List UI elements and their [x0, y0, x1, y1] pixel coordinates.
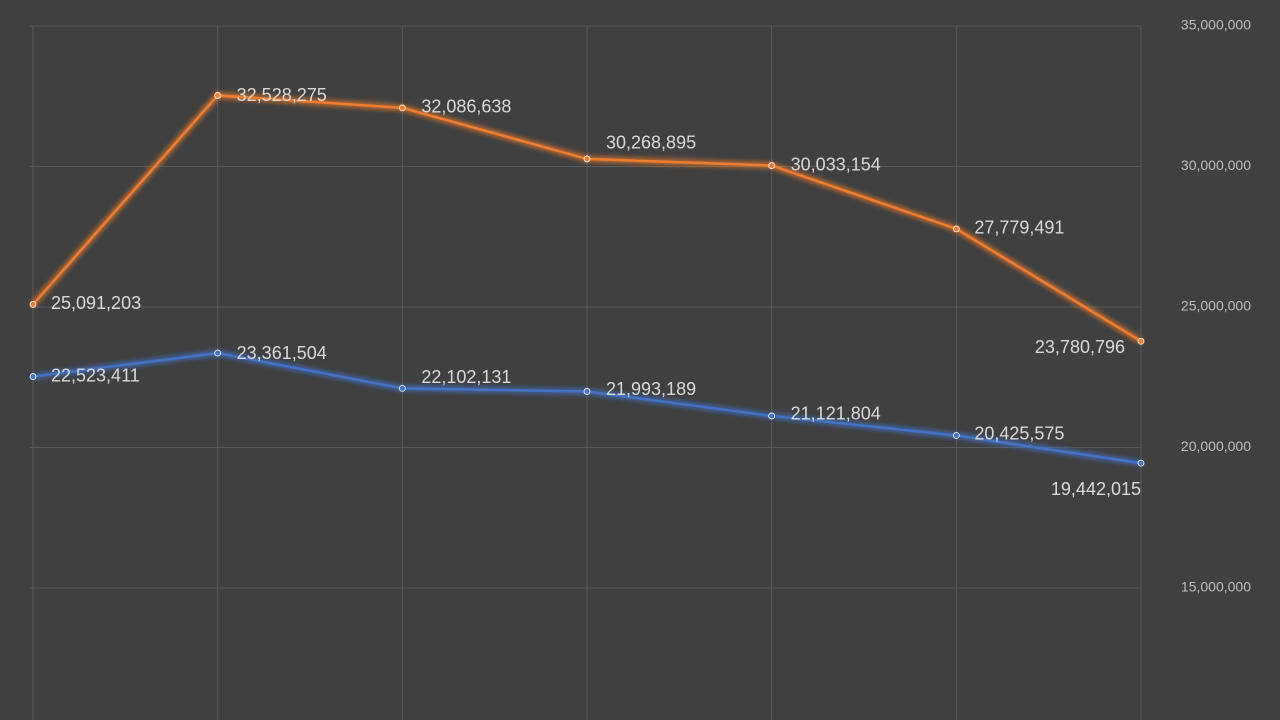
- data-label: 25,091,203: [51, 293, 141, 313]
- data-label: 19,442,015: [1051, 479, 1141, 499]
- data-label: 30,268,895: [606, 133, 696, 153]
- data-point: [29, 373, 37, 380]
- data-label: 30,033,154: [791, 154, 881, 174]
- data-label: 32,086,638: [421, 97, 511, 117]
- data-point: [583, 388, 591, 395]
- data-point: [1137, 459, 1145, 467]
- data-point: [214, 92, 222, 99]
- data-point: [214, 349, 222, 357]
- data-point: [1137, 337, 1145, 345]
- data-label: 27,779,491: [974, 218, 1064, 238]
- data-point: [952, 225, 960, 233]
- data-point: [768, 162, 776, 169]
- data-point: [398, 104, 406, 112]
- data-label: 21,121,804: [791, 404, 881, 424]
- data-point: [398, 384, 406, 392]
- data-label: 32,528,275: [237, 85, 327, 105]
- y-tick-label: 25,000,000: [1181, 298, 1251, 314]
- data-label: 20,425,575: [974, 423, 1064, 443]
- data-label: 23,780,796: [1035, 337, 1125, 357]
- y-tick-label: 15,000,000: [1181, 579, 1251, 595]
- data-point: [768, 412, 776, 420]
- y-tick-label: 35,000,000: [1181, 17, 1251, 33]
- y-tick-label: 20,000,000: [1181, 438, 1251, 454]
- data-point: [952, 432, 960, 439]
- data-label: 22,102,131: [421, 367, 511, 387]
- data-label: 23,361,504: [237, 343, 327, 363]
- data-point: [29, 301, 37, 308]
- y-tick-label: 30,000,000: [1181, 157, 1251, 173]
- data-point: [583, 155, 591, 163]
- data-label: 22,523,411: [51, 365, 140, 385]
- data-label: 21,993,189: [606, 379, 696, 399]
